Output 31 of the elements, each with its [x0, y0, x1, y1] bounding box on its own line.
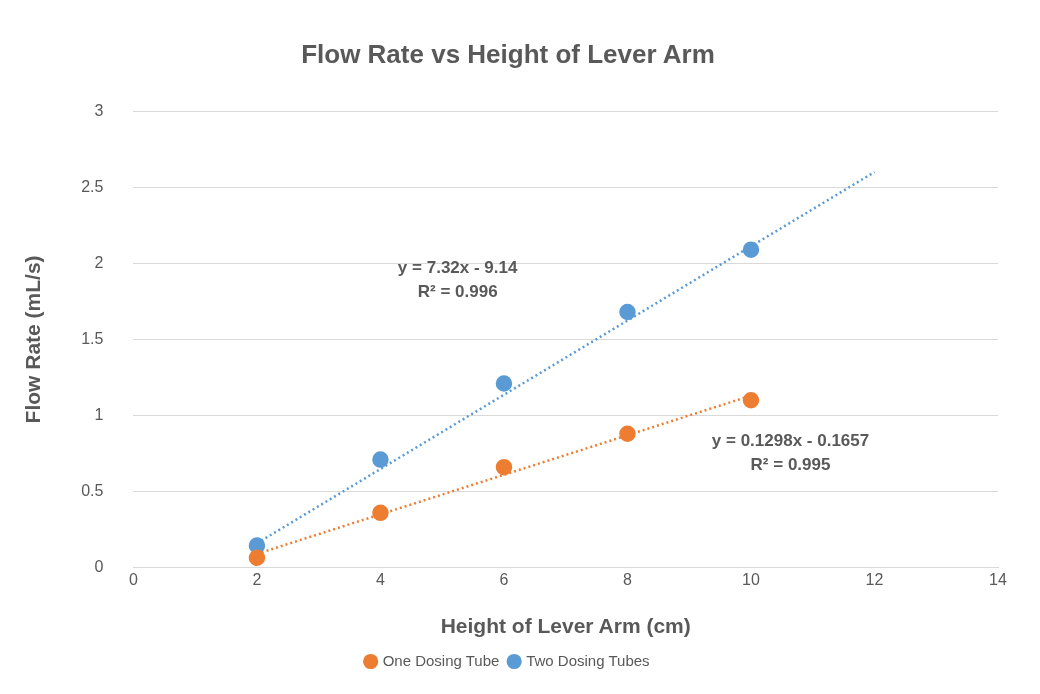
y-tick-label: 0 [94, 558, 104, 576]
point [372, 451, 389, 468]
y-tick-label: 2.5 [81, 177, 104, 195]
x-tick-label: 0 [128, 570, 138, 588]
point [248, 549, 266, 566]
y-tick-label: 1.5 [81, 329, 104, 347]
point [619, 303, 636, 321]
legend-label: One Dosing Tube [382, 651, 500, 669]
x-tick-label: 10 [742, 570, 760, 588]
legend-label: Two Dosing Tubes [526, 651, 650, 669]
annotation: y = 7.32x - 9.14 R² = 0.996 [397, 257, 518, 301]
point [372, 504, 389, 522]
x-tick-label: 14 [989, 570, 1007, 588]
annotation: y = 0.1298x - 0.1657 R² = 0.995 [711, 431, 870, 475]
x-tick-label: 12 [865, 570, 884, 588]
x-axis-title: Height of Lever Arm (cm) [440, 614, 691, 638]
y-tick-label: 3 [94, 101, 104, 119]
x-tick-label: 6 [499, 570, 509, 588]
y-tick-label: 2 [94, 253, 104, 271]
y-axis-title: Flow Rate (mL/s) [21, 255, 45, 424]
chart-title: Flow Rate vs Height of Lever Arm [301, 38, 715, 69]
point [495, 458, 513, 476]
y-tick-label: 1 [94, 405, 104, 423]
x-tick-label: 4 [376, 570, 386, 588]
x-tick-label: 2 [252, 570, 262, 588]
point [742, 241, 760, 258]
point [742, 392, 760, 409]
x-tick-label: 8 [623, 570, 633, 588]
point [495, 375, 513, 392]
y-tick-label: 0.5 [81, 481, 104, 499]
point [619, 425, 636, 442]
